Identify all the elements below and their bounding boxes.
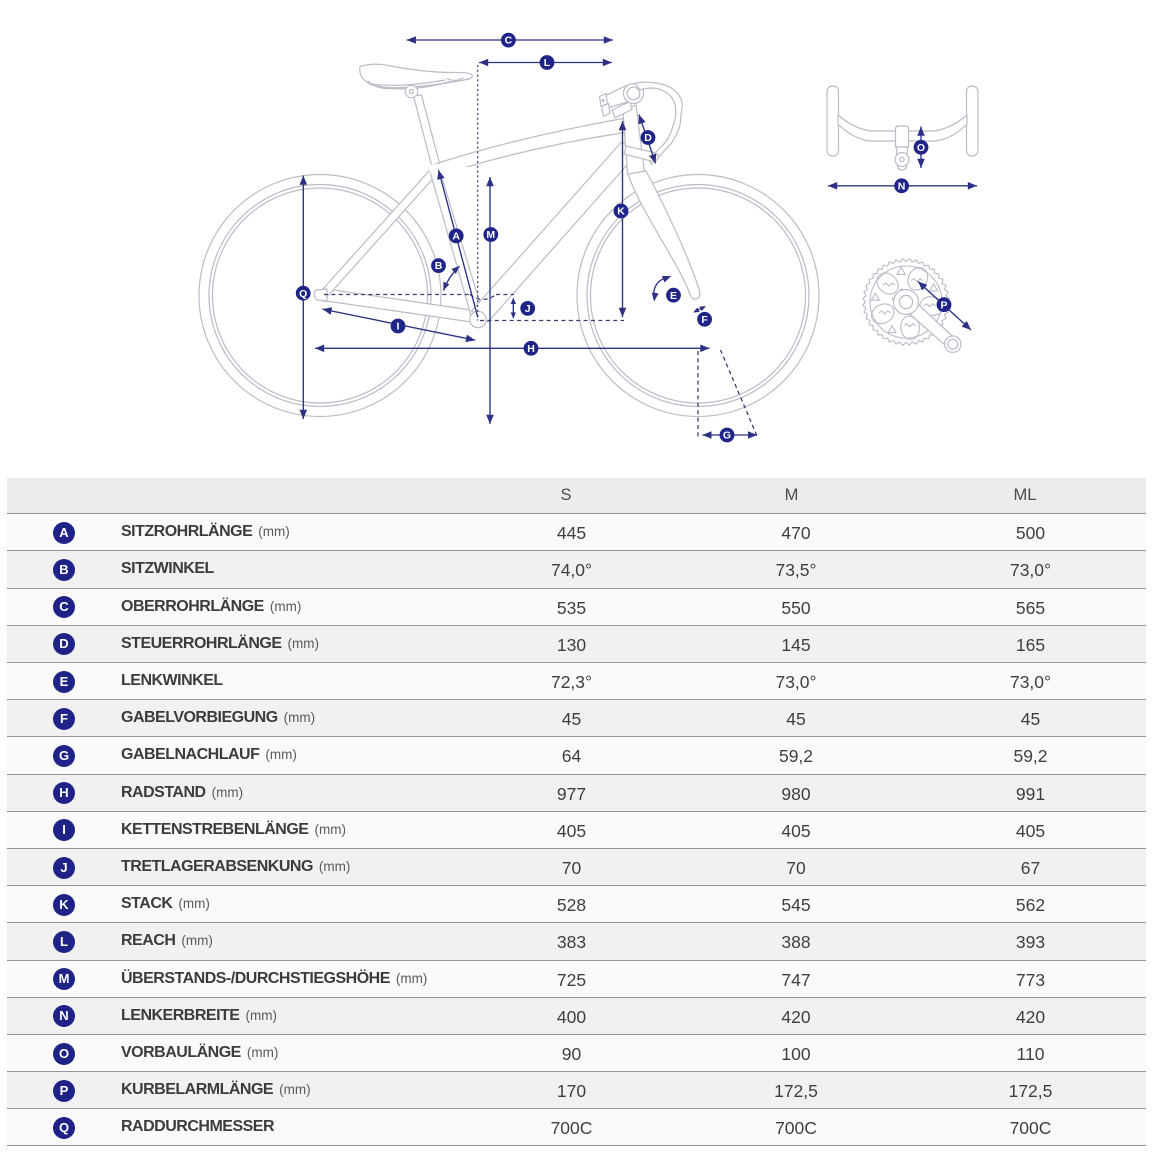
svg-text:A: A (452, 231, 460, 243)
svg-text:K: K (617, 206, 625, 218)
svg-text:G: G (723, 430, 731, 442)
svg-text:B: B (435, 260, 443, 272)
svg-text:C: C (505, 35, 513, 47)
svg-text:L: L (544, 57, 551, 69)
svg-text:H: H (527, 343, 535, 355)
svg-text:E: E (670, 290, 677, 302)
svg-text:N: N (898, 180, 906, 192)
svg-text:O: O (917, 142, 925, 154)
svg-text:F: F (701, 314, 708, 326)
svg-text:D: D (644, 132, 652, 144)
svg-text:Q: Q (299, 288, 307, 300)
svg-text:P: P (940, 299, 947, 311)
svg-text:M: M (486, 229, 495, 241)
svg-text:J: J (525, 303, 531, 315)
svg-text:I: I (397, 321, 400, 333)
